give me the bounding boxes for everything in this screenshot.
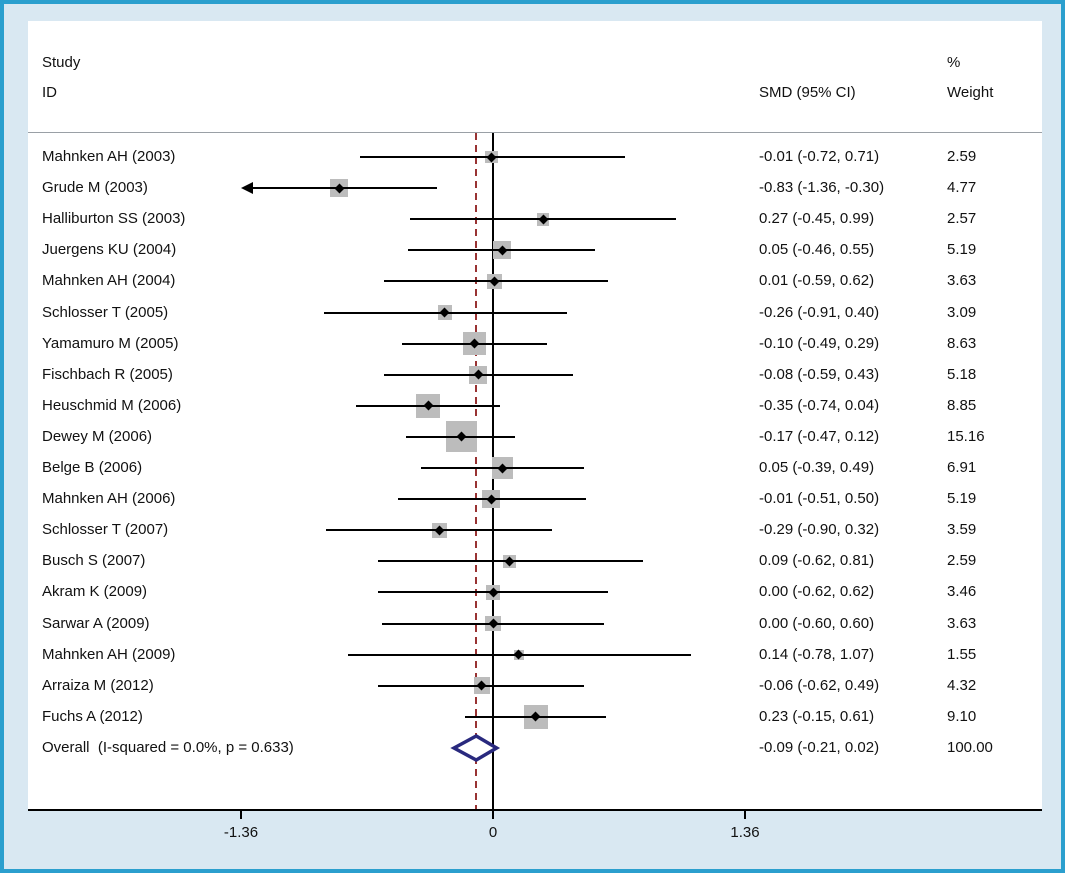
weight-value: 2.59 xyxy=(947,148,977,165)
overall-smd-ci-value: -0.09 (-0.21, 0.02) xyxy=(759,738,880,756)
smd-ci-value: -0.01 (-0.51, 0.50) xyxy=(759,490,880,508)
study-label: Sarwar A (2009) xyxy=(42,614,150,632)
smd-ci-value: 0.23 (-0.15, 0.61) xyxy=(759,707,875,725)
x-axis-tick-mark xyxy=(239,811,242,819)
study-label: Yamamuro M (2005) xyxy=(42,334,179,352)
study-label: Busch S (2007) xyxy=(42,552,146,570)
smd-ci-value: 0.00 (-0.60, 0.60) xyxy=(759,614,875,632)
smd-ci-value: -0.08 (-0.59, 0.43) xyxy=(759,365,880,383)
weight-value: 6.91 xyxy=(947,459,977,476)
weight-value: 3.63 xyxy=(947,614,977,632)
weight-value: 8.63 xyxy=(947,334,977,352)
weight-value: 3.59 xyxy=(947,521,977,539)
smd-ci-value: 0.14 (-0.78, 1.07) xyxy=(759,645,875,663)
smd-ci-value: 0.27 (-0.45, 0.99) xyxy=(759,210,875,228)
smd-ci-value: 0.00 (-0.62, 0.62) xyxy=(759,583,875,601)
study-label: Mahnken AH (2009) xyxy=(42,645,176,663)
weight-value: 2.57 xyxy=(947,210,977,228)
smd-ci-value: -0.29 (-0.90, 0.32) xyxy=(759,521,880,539)
smd-ci-value: -0.10 (-0.49, 0.29) xyxy=(759,334,880,352)
overall-estimate-dashed-line xyxy=(475,133,478,809)
plot-panel: Study ID SMD (95% CI) % Weight Mahnken A… xyxy=(28,21,1042,809)
x-axis-tick-label: 1.36 xyxy=(730,824,760,841)
smd-ci-value: -0.01 (-0.72, 0.71) xyxy=(759,148,880,165)
weight-value: 2.59 xyxy=(947,552,977,570)
smd-ci-value: -0.06 (-0.62, 0.49) xyxy=(759,676,880,694)
weight-value: 5.19 xyxy=(947,490,977,508)
header-study-line2: ID xyxy=(42,84,57,101)
header-weight-line1: % xyxy=(947,54,961,71)
study-label: Schlosser T (2005) xyxy=(42,303,169,321)
overall-label: Overall (I-squared = 0.0%, p = 0.633) xyxy=(42,738,294,756)
smd-ci-value: 0.05 (-0.46, 0.55) xyxy=(759,241,875,259)
study-label: Halliburton SS (2003) xyxy=(42,210,186,228)
weight-value: 15.16 xyxy=(947,427,985,445)
smd-ci-value: -0.26 (-0.91, 0.40) xyxy=(759,303,880,321)
study-label: Grude M (2003) xyxy=(42,179,148,197)
weight-value: 3.09 xyxy=(947,303,977,321)
weight-value: 4.77 xyxy=(947,179,977,197)
smd-ci-value: -0.35 (-0.74, 0.04) xyxy=(759,396,880,414)
weight-value: 4.32 xyxy=(947,676,977,694)
study-label: Fischbach R (2005) xyxy=(42,365,173,383)
weight-value: 9.10 xyxy=(947,707,977,725)
weight-value: 5.19 xyxy=(947,241,977,259)
x-axis-line xyxy=(28,809,1042,811)
weight-value: 8.85 xyxy=(947,396,977,414)
header-study-line1: Study xyxy=(42,54,81,71)
header-smd-col: SMD (95% CI) xyxy=(759,84,856,101)
smd-ci-value: -0.17 (-0.47, 0.12) xyxy=(759,427,880,445)
x-axis-tick-label: 0 xyxy=(488,824,498,841)
weight-value: 3.46 xyxy=(947,583,977,601)
weight-value: 3.63 xyxy=(947,272,977,290)
study-label: Fuchs A (2012) xyxy=(42,707,143,725)
study-label: Mahnken AH (2003) xyxy=(42,148,176,165)
x-axis-tick-mark xyxy=(744,811,746,819)
study-label: Belge B (2006) xyxy=(42,459,143,476)
study-label: Schlosser T (2007) xyxy=(42,521,169,539)
header-weight-line2: Weight xyxy=(947,84,994,101)
study-label: Mahnken AH (2004) xyxy=(42,272,176,290)
study-label: Mahnken AH (2006) xyxy=(42,490,176,508)
smd-ci-value: 0.09 (-0.62, 0.81) xyxy=(759,552,875,570)
weight-value: 1.55 xyxy=(947,645,977,663)
x-axis-tick-mark xyxy=(492,811,494,819)
x-axis-tick-label: -1.36 xyxy=(223,824,259,841)
study-label: Juergens KU (2004) xyxy=(42,241,177,259)
overall-weight-value: 100.00 xyxy=(947,738,993,756)
study-label: Akram K (2009) xyxy=(42,583,148,601)
smd-ci-value: -0.83 (-1.36, -0.30) xyxy=(759,179,885,197)
ci-arrow-left-icon xyxy=(240,182,253,195)
smd-ci-value: 0.05 (-0.39, 0.49) xyxy=(759,459,875,476)
smd-ci-value: 0.01 (-0.59, 0.62) xyxy=(759,272,875,290)
header-separator-line xyxy=(28,132,1042,133)
study-label: Heuschmid M (2006) xyxy=(42,396,182,414)
study-label: Arraiza M (2012) xyxy=(42,676,154,694)
weight-value: 5.18 xyxy=(947,365,977,383)
study-label: Dewey M (2006) xyxy=(42,427,153,445)
overall-diamond xyxy=(450,733,501,762)
